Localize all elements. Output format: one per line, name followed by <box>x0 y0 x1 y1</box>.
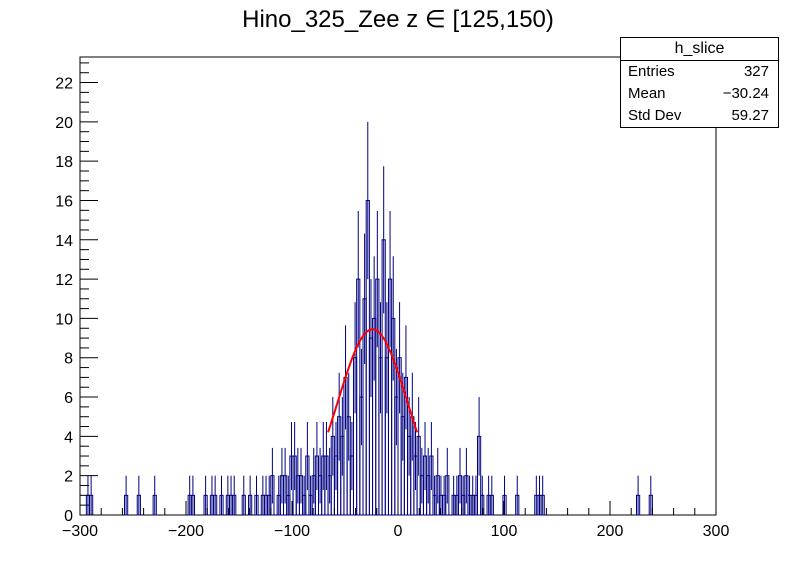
stats-row-stddev: Std Dev 59.27 <box>621 105 778 127</box>
gaussian-fit-curve <box>327 328 419 433</box>
stats-value: 327 <box>743 63 769 80</box>
stats-row-mean: Mean −30.24 <box>621 83 778 105</box>
x-tick-label: −100 <box>274 523 310 540</box>
chart-title: Hino_325_Zee z ∈ [125,150) <box>242 6 554 33</box>
y-tick-label: 6 <box>64 390 73 407</box>
y-tick-label: 2 <box>64 469 73 486</box>
y-tick-label: 14 <box>55 233 73 250</box>
y-tick-label: 18 <box>55 154 73 171</box>
stats-row-entries: Entries 327 <box>621 61 778 83</box>
x-tick-label: 0 <box>394 523 403 540</box>
x-tick-label: 100 <box>491 523 518 540</box>
x-tick-label: 300 <box>703 523 730 540</box>
stats-value: −30.24 <box>722 85 769 102</box>
y-tick-label: 12 <box>55 272 73 289</box>
stats-value: 59.27 <box>731 107 769 124</box>
x-tick-label: −300 <box>62 523 98 540</box>
stats-label: Entries <box>628 63 675 80</box>
y-tick-label: 20 <box>55 115 73 132</box>
y-tick-label: 4 <box>64 429 73 446</box>
y-tick-label: 0 <box>64 508 73 525</box>
y-tick-label: 10 <box>55 311 73 328</box>
stats-label: Std Dev <box>628 107 682 124</box>
x-tick-label: 200 <box>597 523 624 540</box>
stats-box: h_slice Entries 327 Mean −30.24 Std Dev … <box>620 37 779 128</box>
y-tick-label: 16 <box>55 193 73 210</box>
stats-label: Mean <box>628 85 666 102</box>
stats-box-name: h_slice <box>621 38 778 61</box>
y-tick-label: 8 <box>64 351 73 368</box>
y-tick-label: 22 <box>55 76 73 93</box>
x-tick-label: −200 <box>168 523 204 540</box>
